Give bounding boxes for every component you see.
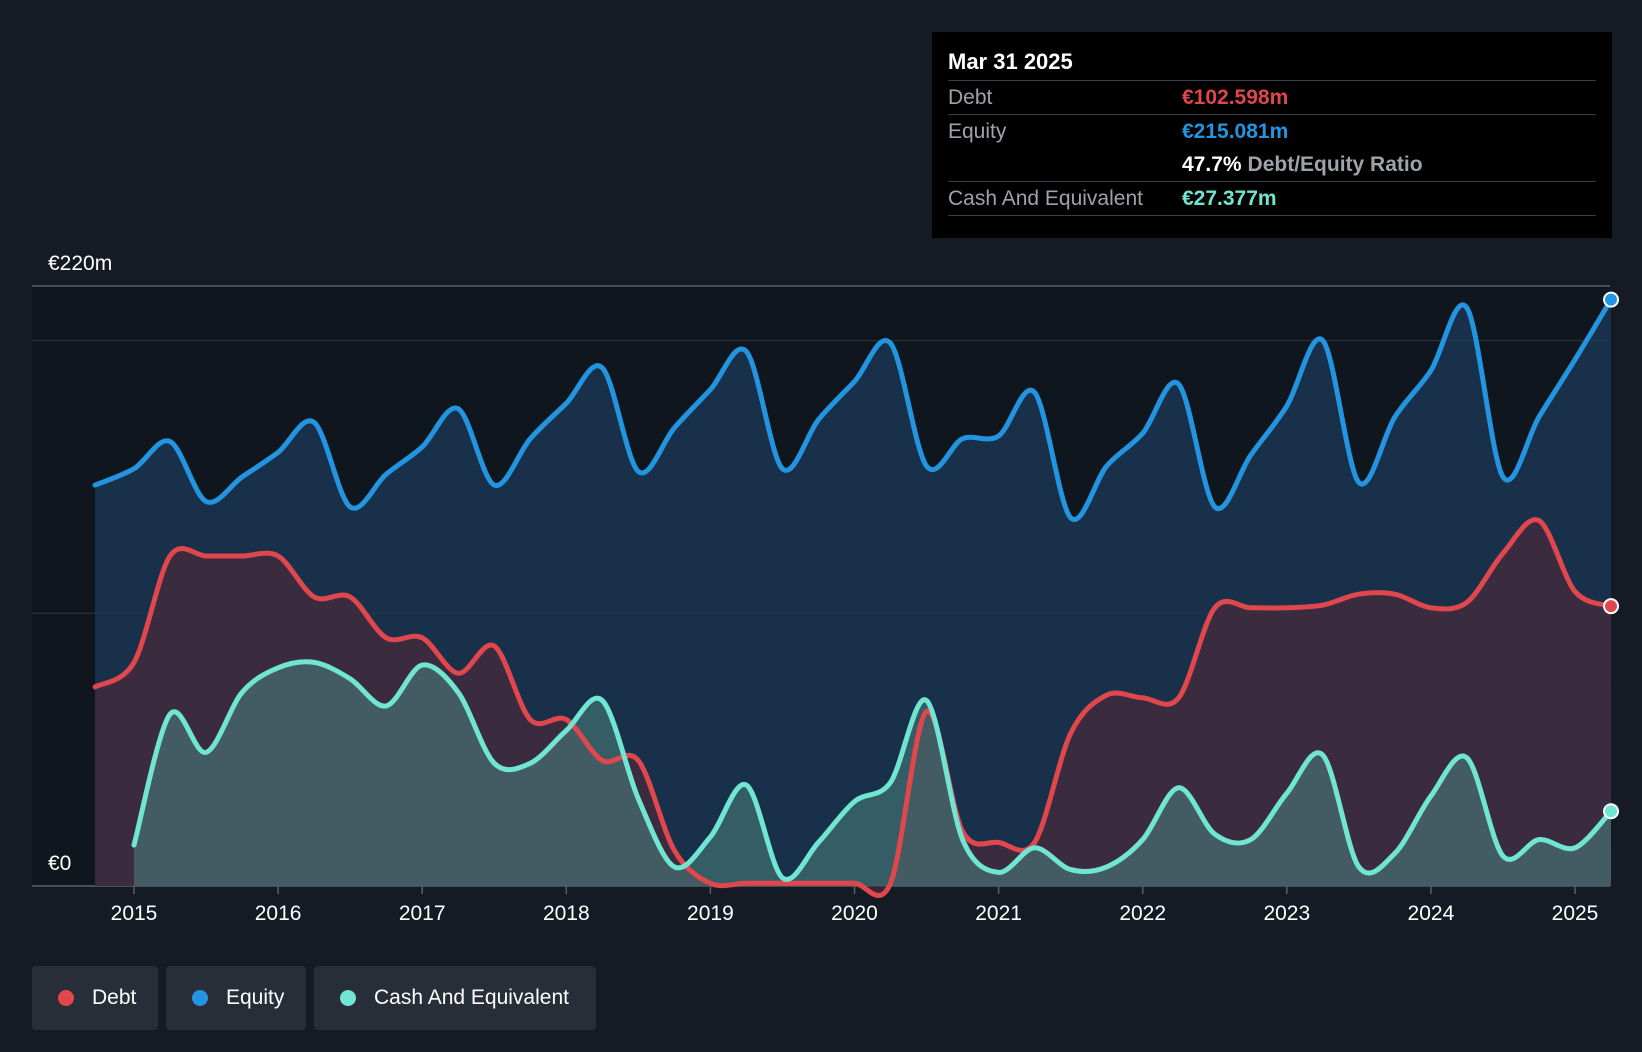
tooltip-cash-label: Cash And Equivalent: [948, 186, 1143, 210]
x-tick-label: 2020: [831, 902, 878, 925]
x-tick-label: 2022: [1119, 902, 1166, 925]
tooltip-cash-row: Cash And Equivalent €27.377m: [948, 181, 1596, 216]
equity-end-marker: [1603, 291, 1620, 308]
equity-dot-icon: [192, 990, 208, 1006]
legend-item-cash[interactable]: Cash And Equivalent: [314, 966, 596, 1030]
tooltip-debt-label: Debt: [948, 85, 993, 109]
legend-item-equity[interactable]: Equity: [166, 966, 306, 1030]
debt-line: [92, 517, 1614, 898]
tooltip-ratio-label: Debt/Equity Ratio: [1247, 152, 1423, 176]
legend-item-debt[interactable]: Debt: [32, 966, 158, 1030]
x-tick-label: 2025: [1552, 902, 1599, 925]
x-tick-label: 2021: [975, 902, 1022, 925]
x-tick-label: 2023: [1263, 902, 1310, 925]
tooltip-ratio-value: 47.7%: [1182, 152, 1242, 176]
cash-and-equivalent-area: [134, 661, 1612, 886]
tooltip-equity-value: €215.081m: [1182, 119, 1289, 143]
cash-and-equivalent-line: [131, 659, 1614, 882]
cash-dot-icon: [340, 990, 356, 1006]
y-tick-label: €220m: [48, 252, 112, 275]
x-tick-label: 2018: [543, 902, 590, 925]
line-layer: [92, 297, 1614, 898]
tooltip-date: Mar 31 2025: [948, 49, 1073, 74]
marker-layer: [1603, 291, 1620, 820]
debt-end-marker: [1603, 598, 1620, 615]
tooltip-cash-value: €27.377m: [1182, 186, 1277, 210]
tooltip-debt-value: €102.598m: [1182, 85, 1289, 109]
x-tick-label: 2019: [687, 902, 734, 925]
legend-debt-label: Debt: [92, 986, 137, 1009]
x-tick-label: 2024: [1408, 902, 1455, 925]
legend-cash-label: Cash And Equivalent: [374, 986, 569, 1009]
debt-dot-icon: [58, 990, 74, 1006]
tooltip-ratio-row: 47.7% Debt/Equity Ratio: [948, 148, 1596, 181]
tooltip-debt-row: Debt €102.598m: [948, 80, 1596, 114]
equity-line: [92, 297, 1614, 523]
axis-layer: €220m €0 2015 2016 2017 2018 2019 2020 2021 2022 2…: [48, 252, 1598, 925]
x-tick-label: 2017: [399, 902, 446, 925]
x-tick-label: 2016: [255, 902, 302, 925]
tooltip-equity-label: Equity: [948, 119, 1007, 143]
x-tick-label: 2015: [111, 902, 158, 925]
hover-tooltip: Mar 31 2025 Debt €102.598m Equity €215.0…: [932, 32, 1612, 238]
cash-and-equivalent-end-marker: [1603, 803, 1620, 820]
tooltip-equity-row: Equity €215.081m: [948, 114, 1596, 148]
y-tick-label: €0: [48, 852, 71, 875]
legend-equity-label: Equity: [226, 986, 285, 1009]
